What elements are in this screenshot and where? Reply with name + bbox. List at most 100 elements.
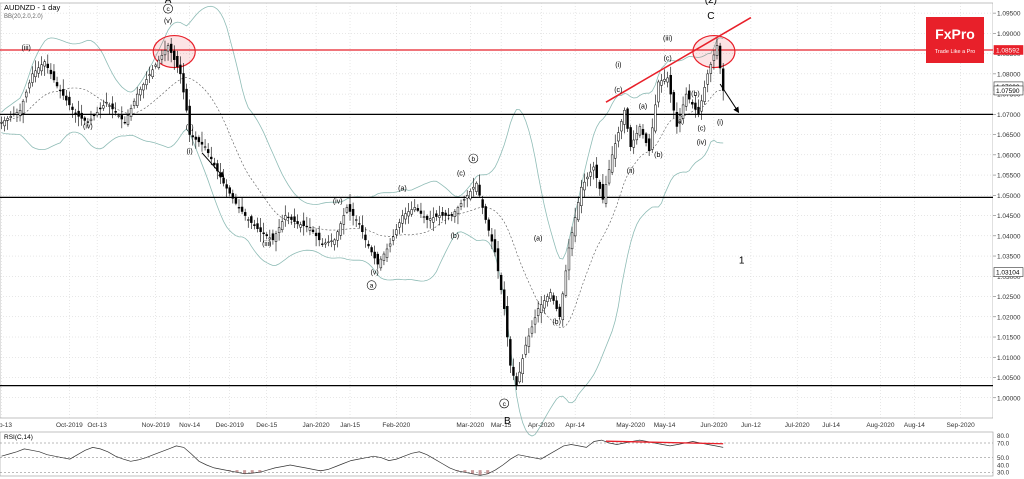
candle-body [314, 232, 318, 237]
candle-body [333, 239, 336, 245]
candle-body [169, 43, 173, 53]
wave-label: (iii) [22, 45, 31, 52]
candle-body [354, 219, 358, 221]
candle-body [151, 69, 154, 77]
rsi-tick-label: 50.0 [997, 455, 1010, 462]
candle-body [120, 115, 124, 120]
time-axis: Sep-13 Oct-2019 Oct-13 Nov-2019 Nov-14 Dec-20… [0, 422, 975, 429]
candle-body [697, 106, 700, 115]
candle-body [210, 156, 213, 160]
candle-body [604, 184, 608, 204]
time-tick-label: Aug-2020 [866, 422, 895, 429]
candle-body [672, 92, 676, 111]
candle-body [391, 236, 395, 241]
wave-label-circle [468, 153, 479, 164]
wave-label-circle [366, 280, 377, 291]
candle-body [68, 96, 71, 106]
candle-body [117, 115, 120, 117]
wave-label: (i) [187, 149, 193, 156]
rsi-divergence-line [605, 440, 724, 445]
candle-body [203, 146, 207, 148]
candle-body [86, 121, 90, 123]
candle-body [108, 105, 111, 107]
candle-body [509, 339, 512, 366]
rsi-tick-label: 70.0 [997, 440, 1010, 447]
candle-body [654, 104, 657, 132]
candle-body [709, 64, 713, 74]
chart-title: AUDNZD - 1 day [4, 3, 61, 12]
rising-trendline [605, 16, 752, 103]
candle-body [536, 308, 540, 316]
candle-body [441, 212, 444, 216]
candle-body [555, 300, 558, 309]
wave-label: (b) [451, 233, 460, 240]
time-tick-label: Apr-14 [565, 422, 585, 429]
candle-body [395, 229, 398, 235]
candle-body [435, 213, 438, 217]
candle-body [265, 234, 268, 237]
price-badge-label: 1.07590 [996, 88, 1020, 95]
candle-body [706, 73, 709, 85]
price-tick-label: 1.03500 [997, 254, 1021, 261]
price-tick-label: 1.06000 [997, 152, 1021, 159]
candle-body [450, 214, 453, 216]
candle-body [721, 68, 725, 91]
candle-body [206, 149, 210, 154]
wave-label: (i) [717, 119, 723, 126]
price-badge [993, 45, 1024, 55]
price-tick-label: 1.04000 [997, 233, 1021, 240]
logo-tagline: Trade Like a Pro [935, 49, 975, 55]
candle-body [200, 141, 204, 145]
candle-body [432, 217, 435, 223]
candle-body [521, 358, 524, 375]
candle-body [632, 139, 635, 148]
candle-body [700, 100, 703, 112]
candle-body [240, 206, 244, 212]
candle-body [373, 251, 376, 259]
candle-body [21, 100, 25, 114]
price-tick-label: 1.00000 [997, 395, 1021, 402]
candle-body [398, 222, 401, 228]
candle-body [598, 181, 602, 189]
wave-label-circled: c [503, 401, 507, 408]
candle-body [43, 61, 46, 67]
candle-body [142, 84, 145, 91]
bollinger-lower [1, 128, 724, 437]
wave-degree-label: 1 [739, 255, 745, 266]
price-tick-label: 1.08000 [997, 71, 1021, 78]
candle-body [484, 206, 487, 220]
price-tick-label: 1.02000 [997, 314, 1021, 321]
wave-label: (v) [164, 18, 172, 25]
candle-body [277, 227, 281, 233]
candle-body [324, 242, 327, 245]
candle-body [321, 243, 324, 245]
candle-body [243, 212, 247, 216]
candle-body [12, 113, 16, 115]
time-tick-label: Dec-15 [256, 422, 277, 429]
candle-body [660, 80, 663, 86]
time-tick-label: Feb-2020 [382, 422, 410, 429]
time-tick-label: Jul-14 [822, 422, 840, 429]
candle-body [644, 133, 648, 143]
candle-body [216, 163, 219, 172]
candle-body [274, 233, 278, 242]
candle-body [564, 270, 568, 296]
candle-body [132, 100, 136, 106]
price-gridlines [0, 2, 994, 419]
indicator-label: BB(20,2.0,2.0) [4, 14, 43, 20]
rsi-line [1, 439, 724, 476]
candle-body [552, 295, 555, 301]
price-badge [993, 85, 1024, 96]
rsi-panel-frame [0, 431, 994, 477]
candle-body [0, 122, 3, 124]
candle-body [666, 77, 669, 83]
candle-body [570, 232, 574, 250]
candle-body [37, 67, 40, 74]
wave-label: (iv) [333, 198, 343, 205]
candle-body [657, 81, 660, 103]
candle-body [404, 213, 407, 220]
wave-label: (iii) [663, 36, 672, 43]
candle-body [305, 225, 309, 228]
wave-label: (ii) [186, 125, 194, 132]
candle-body [154, 64, 157, 67]
